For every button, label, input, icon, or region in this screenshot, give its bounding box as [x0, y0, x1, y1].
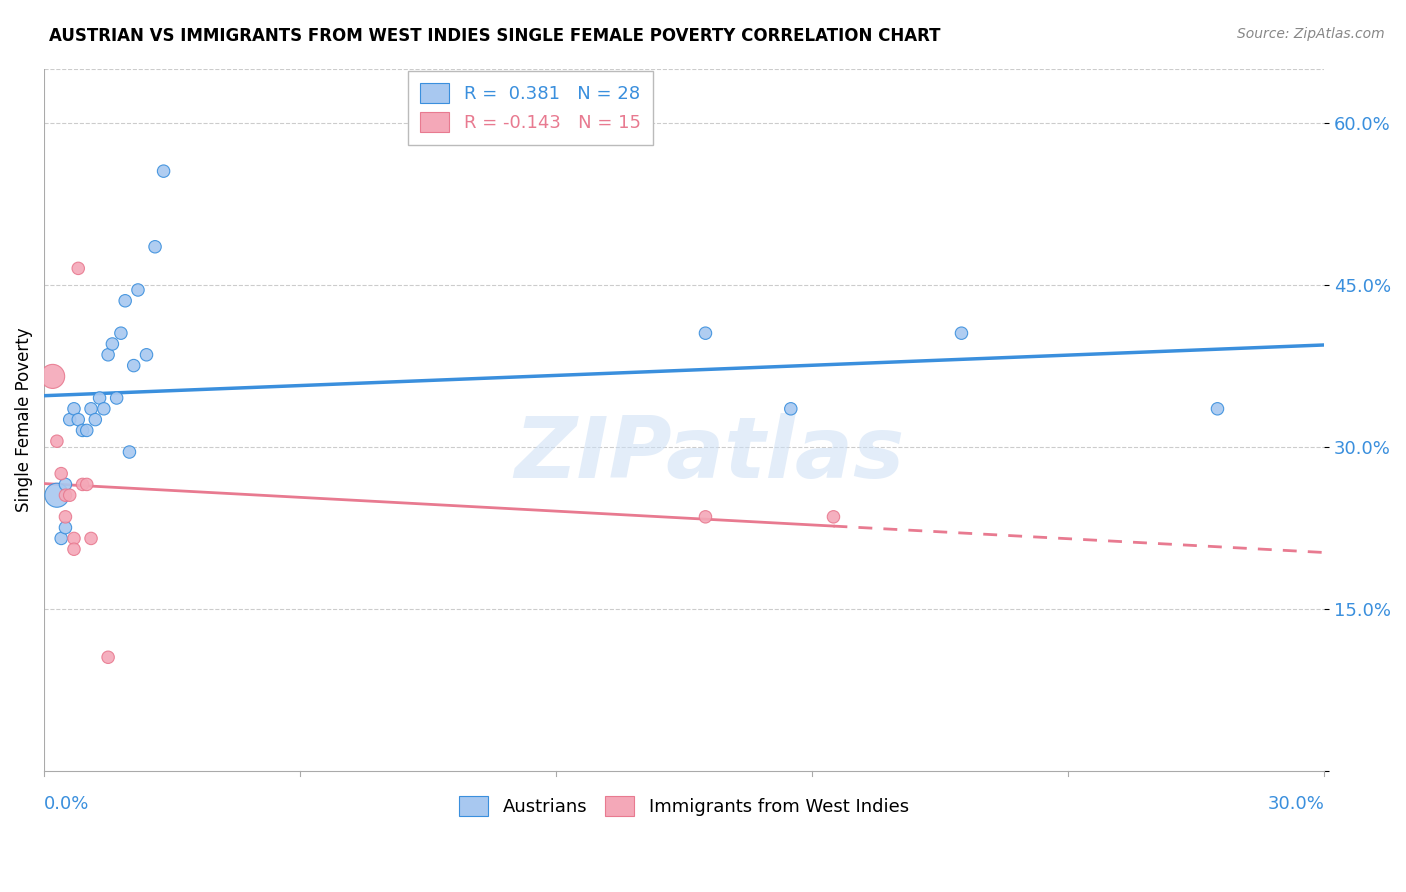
Point — [55, 488, 77, 502]
Point — [143, 240, 166, 254]
Text: ZIPatlas: ZIPatlas — [515, 413, 905, 496]
Point — [72, 424, 94, 438]
Point — [101, 337, 124, 351]
Point — [59, 412, 82, 426]
Point — [63, 542, 86, 557]
Text: 30.0%: 30.0% — [1267, 796, 1324, 814]
Point — [89, 391, 111, 405]
Point — [76, 424, 98, 438]
Point — [45, 488, 67, 502]
Point — [97, 348, 120, 362]
Y-axis label: Single Female Poverty: Single Female Poverty — [15, 327, 32, 512]
Point — [1206, 401, 1229, 416]
Point — [59, 488, 82, 502]
Point — [63, 401, 86, 416]
Text: 0.0%: 0.0% — [44, 796, 90, 814]
Point — [110, 326, 132, 341]
Point — [135, 348, 157, 362]
Point — [80, 401, 103, 416]
Point — [63, 532, 86, 546]
Point — [67, 412, 90, 426]
Point — [152, 164, 174, 178]
Point — [114, 293, 136, 308]
Text: Source: ZipAtlas.com: Source: ZipAtlas.com — [1237, 27, 1385, 41]
Point — [118, 445, 141, 459]
Point — [779, 401, 801, 416]
Point — [127, 283, 149, 297]
Point — [84, 412, 107, 426]
Legend: Austrians, Immigrants from West Indies: Austrians, Immigrants from West Indies — [450, 787, 918, 825]
Point — [823, 509, 845, 524]
Point — [122, 359, 145, 373]
Point — [55, 477, 77, 491]
Point — [695, 326, 717, 341]
Text: AUSTRIAN VS IMMIGRANTS FROM WEST INDIES SINGLE FEMALE POVERTY CORRELATION CHART: AUSTRIAN VS IMMIGRANTS FROM WEST INDIES … — [49, 27, 941, 45]
Point — [51, 467, 73, 481]
Point — [55, 509, 77, 524]
Point — [67, 261, 90, 276]
Point — [97, 650, 120, 665]
Point — [72, 477, 94, 491]
Point — [695, 509, 717, 524]
Point — [93, 401, 115, 416]
Point — [51, 532, 73, 546]
Point — [76, 477, 98, 491]
Point — [41, 369, 63, 384]
Point — [105, 391, 128, 405]
Point — [950, 326, 973, 341]
Point — [55, 521, 77, 535]
Point — [45, 434, 67, 449]
Point — [80, 532, 103, 546]
